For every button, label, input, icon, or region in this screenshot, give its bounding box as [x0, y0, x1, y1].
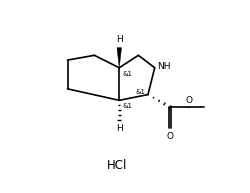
Text: &1: &1: [136, 89, 145, 95]
Text: NH: NH: [157, 62, 170, 71]
Text: O: O: [186, 96, 193, 105]
Text: H: H: [116, 35, 123, 44]
Text: H: H: [116, 124, 123, 133]
Text: HCl: HCl: [107, 159, 128, 172]
Text: &1: &1: [122, 103, 132, 109]
Text: O: O: [166, 132, 173, 141]
Polygon shape: [117, 48, 121, 68]
Text: &1: &1: [122, 70, 132, 76]
